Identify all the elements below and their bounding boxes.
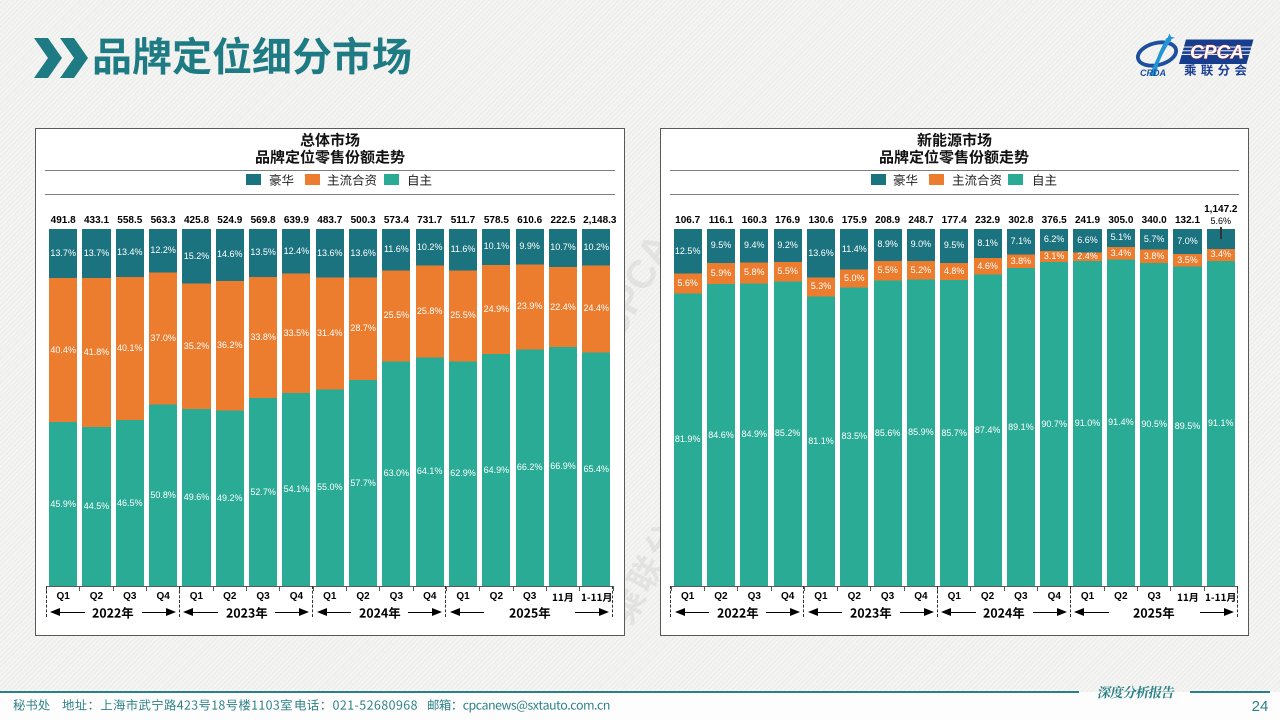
svg-text:CRDA: CRDA: [1140, 68, 1166, 78]
svg-text:CPCA: CPCA: [1190, 43, 1244, 64]
